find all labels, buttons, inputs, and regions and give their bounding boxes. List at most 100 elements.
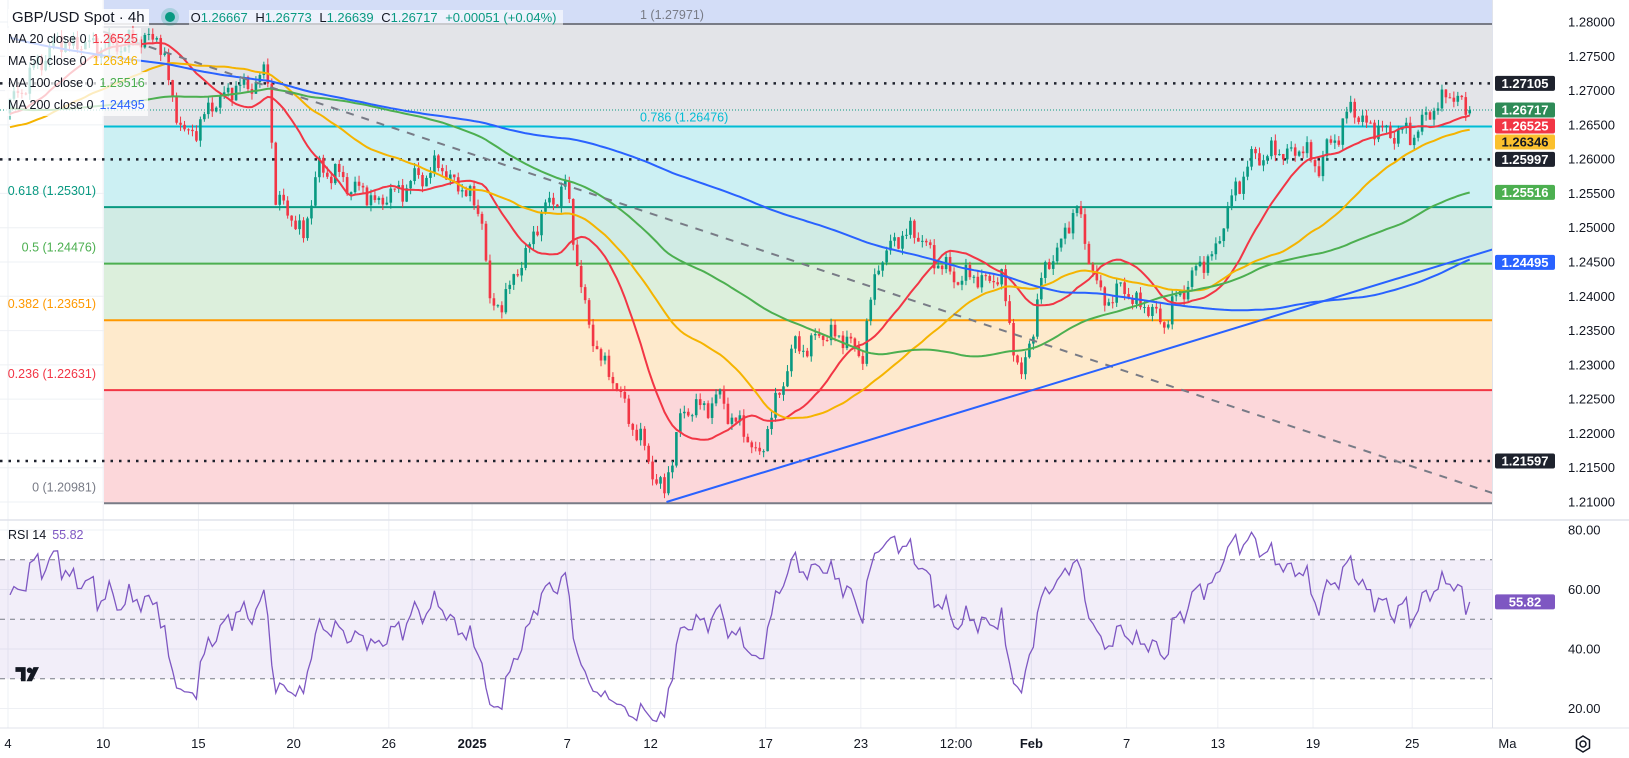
candle (643, 426, 646, 451)
candle-body (869, 299, 873, 321)
candle-body (1468, 109, 1472, 114)
candle (940, 264, 944, 275)
candle-body (1293, 147, 1297, 156)
close-value: 1.26717 (390, 9, 438, 25)
candle-body (833, 324, 837, 337)
candle (571, 198, 575, 251)
time-tick-label: 15 (191, 736, 205, 751)
ma-legend-row[interactable]: MA 20 close 0 1.26525 (5, 28, 141, 50)
candle-body (254, 81, 258, 94)
ma-value: 1.24495 (99, 98, 145, 112)
ma-legend-row[interactable]: MA 100 close 0 1.25516 (5, 72, 148, 94)
ma-legend: MA 20 close 0 1.26525 MA 50 close 0 1.26346… (5, 28, 563, 116)
candle-body (611, 376, 615, 384)
symbol-title[interactable]: GBP/USD Spot · 4h (8, 8, 149, 26)
candle (762, 449, 765, 458)
price-tick-label: 1.21500 (1568, 460, 1615, 475)
ma-legend-row[interactable]: MA 200 close 0 1.24495 (5, 94, 148, 116)
price-badge-label: 1.24495 (1502, 255, 1549, 270)
candle-body (1369, 122, 1372, 124)
time-tick-label: 19 (1306, 736, 1320, 751)
candle (821, 334, 825, 347)
candle (1361, 110, 1364, 127)
candle (1250, 146, 1253, 171)
candle-body (1373, 122, 1376, 140)
candle (1055, 242, 1059, 265)
candle (1238, 180, 1241, 195)
candle-body (1103, 287, 1107, 306)
candle-body (583, 287, 587, 301)
candle-body (917, 237, 920, 242)
candle-body (738, 415, 742, 422)
fib-level-label: 0.5 (1.24476) (22, 241, 96, 255)
candle-body (1087, 243, 1091, 265)
candle-body (441, 167, 444, 172)
candle (1404, 117, 1408, 134)
candle-body (750, 442, 754, 448)
fib-level-label: 1 (1.27971) (640, 8, 704, 22)
candle (893, 232, 896, 247)
candle-body (853, 338, 857, 347)
candle (619, 386, 623, 398)
ma-value: 1.26346 (92, 54, 138, 68)
candle-body (726, 403, 730, 424)
candle-body (1301, 151, 1305, 154)
candle (932, 239, 936, 275)
candle-body (1321, 156, 1325, 177)
candle-body (960, 280, 964, 285)
candle-body (1361, 115, 1364, 122)
candle-body (1349, 101, 1353, 112)
candle (441, 164, 444, 178)
candle-body (548, 197, 551, 203)
candle (917, 232, 920, 242)
candle (742, 409, 746, 443)
candle-body (1198, 261, 1202, 267)
candle (425, 175, 428, 187)
candle-body (353, 181, 357, 193)
ma-name: MA 100 close 0 (8, 76, 94, 90)
candle (1166, 320, 1170, 330)
ma-line-20 (9, 41, 1471, 441)
gear-icon[interactable] (1573, 734, 1593, 754)
tradingview-logo[interactable] (12, 664, 44, 686)
candle-body (274, 142, 278, 205)
candle (921, 235, 924, 248)
time-tick-label: 26 (382, 736, 396, 751)
candle-body (766, 429, 769, 452)
moving-averages (9, 36, 1471, 441)
candle-body (714, 394, 718, 404)
candle-body (710, 403, 714, 418)
candle (1226, 201, 1230, 232)
candle-body (298, 220, 301, 230)
candle-body (821, 335, 825, 341)
candle (750, 440, 754, 454)
candle (575, 239, 579, 267)
candle (1281, 153, 1285, 166)
candle (897, 237, 900, 250)
candle-body (536, 231, 539, 236)
candle (984, 273, 988, 281)
candle-body (1345, 111, 1349, 119)
price-badge-bg (1495, 453, 1555, 469)
candle-body (1186, 286, 1190, 300)
candle (417, 162, 420, 179)
candle-body (901, 235, 904, 249)
rsi-legend[interactable]: RSI 14 55.82 (8, 528, 84, 542)
candle-body (1464, 97, 1468, 115)
candle (758, 442, 761, 455)
candle (587, 298, 591, 329)
symbol-row: GBP/USD Spot · 4h O1.26667 H1.26773 L1.2… (8, 6, 563, 28)
candle (651, 455, 654, 486)
candle (1416, 129, 1420, 142)
ma-legend-row[interactable]: MA 50 close 0 1.26346 (5, 50, 141, 72)
candle-body (373, 195, 377, 201)
candle-body (1266, 156, 1269, 161)
candle-body (302, 220, 305, 239)
candle-body (381, 197, 385, 205)
candle-body (516, 274, 520, 276)
candle (964, 258, 968, 286)
candle-body (615, 383, 619, 391)
candle (1325, 138, 1329, 162)
candle (694, 393, 698, 418)
